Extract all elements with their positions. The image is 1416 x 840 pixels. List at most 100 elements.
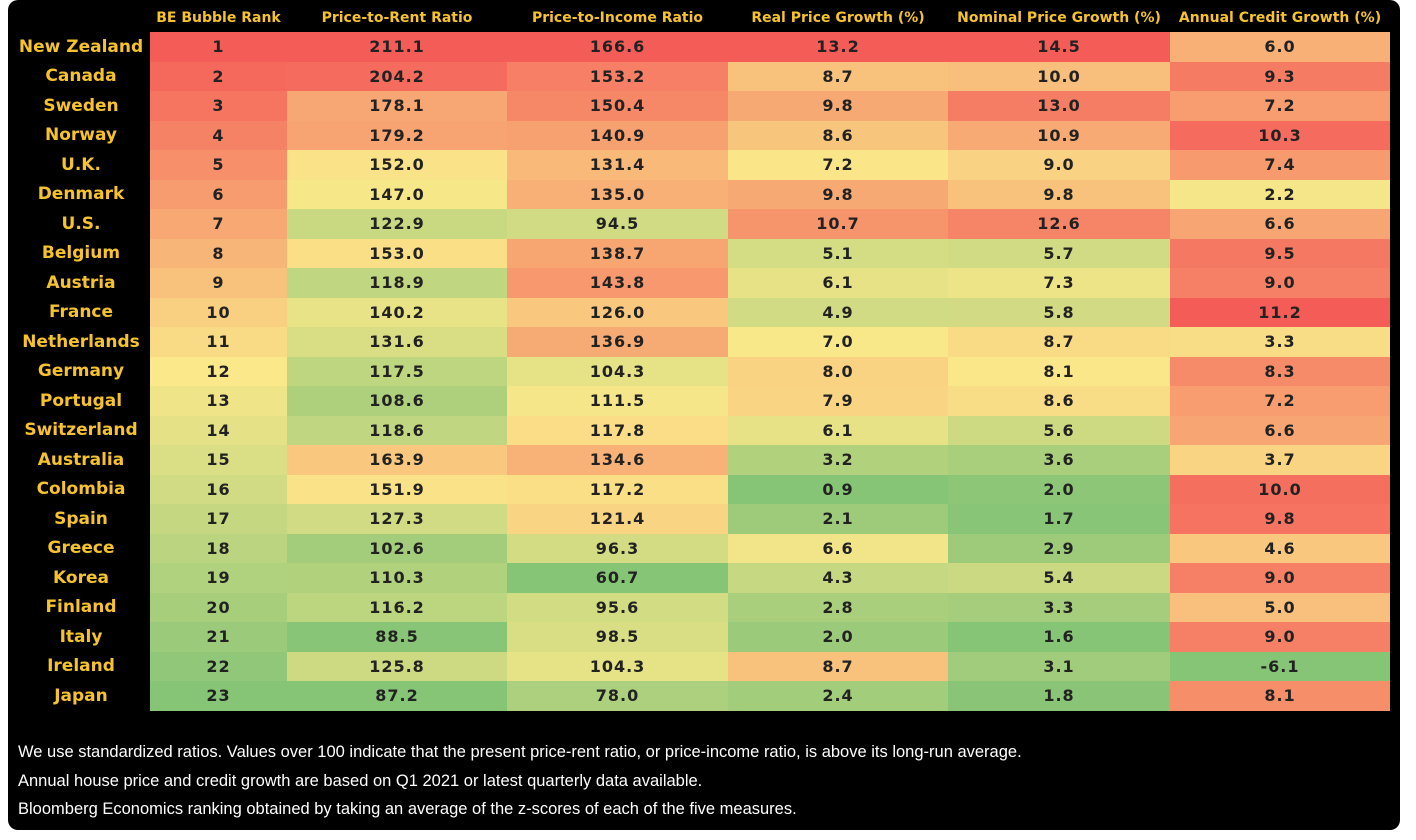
cell: 179.2 bbox=[287, 120, 507, 150]
cell: 98.5 bbox=[507, 622, 728, 652]
cell: 140.2 bbox=[287, 297, 507, 327]
cell: 5.8 bbox=[948, 297, 1170, 327]
cell: 95.6 bbox=[507, 592, 728, 622]
cell: 0.9 bbox=[728, 474, 948, 504]
cell: 7.0 bbox=[728, 327, 948, 357]
cell: 125.8 bbox=[287, 651, 507, 681]
cell: 10.7 bbox=[728, 209, 948, 239]
row: Colombia 16 151.9 117.2 0.9 2.0 10.0 bbox=[12, 474, 1390, 504]
country: Australia bbox=[12, 445, 150, 475]
row: U.K. 5 152.0 131.4 7.2 9.0 7.4 bbox=[12, 150, 1390, 180]
column-header: Nominal Price Growth (%) bbox=[957, 10, 1161, 26]
cell: 3.7 bbox=[1170, 445, 1390, 475]
country: Switzerland bbox=[12, 415, 150, 445]
column-header: Price-to-Income Ratio bbox=[531, 10, 704, 26]
cell: 19 bbox=[150, 563, 287, 593]
column-header: Price-to-Rent Ratio bbox=[321, 10, 473, 26]
cell: 87.2 bbox=[287, 681, 507, 711]
cell: 6.6 bbox=[1170, 415, 1390, 445]
country: Belgium bbox=[12, 238, 150, 268]
notes: We use standardized ratios. Values over … bbox=[18, 738, 1022, 824]
cell: 8.3 bbox=[1170, 356, 1390, 386]
cell: 4.6 bbox=[1170, 533, 1390, 563]
row: Greece 18 102.6 96.3 6.6 2.9 4.6 bbox=[12, 533, 1390, 563]
cell: 122.9 bbox=[287, 209, 507, 239]
row: Austria 9 118.9 143.8 6.1 7.3 9.0 bbox=[12, 268, 1390, 298]
country: France bbox=[12, 297, 150, 327]
cell: 117.2 bbox=[507, 474, 728, 504]
cell: 3.2 bbox=[728, 445, 948, 475]
row: Spain 17 127.3 121.4 2.1 1.7 9.8 bbox=[12, 504, 1390, 534]
cell: 6.0 bbox=[1170, 32, 1390, 62]
country: Portugal bbox=[12, 386, 150, 416]
cell: 2.4 bbox=[728, 681, 948, 711]
cell: 10.0 bbox=[948, 61, 1170, 91]
cell: 7.2 bbox=[1170, 91, 1390, 121]
cell: 88.5 bbox=[287, 622, 507, 652]
cell: 2.9 bbox=[948, 533, 1170, 563]
country: Germany bbox=[12, 356, 150, 386]
cell: 4.3 bbox=[728, 563, 948, 593]
cell: 117.5 bbox=[287, 356, 507, 386]
cell: 3 bbox=[150, 91, 287, 121]
cell: 7.3 bbox=[948, 268, 1170, 298]
row: Italy 21 88.5 98.5 2.0 1.6 9.0 bbox=[12, 622, 1390, 652]
cell: 22 bbox=[150, 651, 287, 681]
cell: 9.5 bbox=[1170, 238, 1390, 268]
cell: 135.0 bbox=[507, 179, 728, 209]
cell: 110.3 bbox=[287, 563, 507, 593]
cell: 21 bbox=[150, 622, 287, 652]
cell: 143.8 bbox=[507, 268, 728, 298]
header-row: BE Bubble Rank Price-to-Rent Ratio Price-t… bbox=[12, 4, 1390, 32]
cell: 20 bbox=[150, 592, 287, 622]
note: Annual house price and credit growth are… bbox=[18, 771, 703, 790]
country: Korea bbox=[12, 563, 150, 593]
column-header: Real Price Growth (%) bbox=[751, 10, 925, 26]
cell: 23 bbox=[150, 681, 287, 711]
cell: 152.0 bbox=[287, 150, 507, 180]
cell: 2.8 bbox=[728, 592, 948, 622]
cell: 12 bbox=[150, 356, 287, 386]
cell: 127.3 bbox=[287, 504, 507, 534]
cell: 9 bbox=[150, 268, 287, 298]
country: Netherlands bbox=[12, 327, 150, 357]
cell: 131.4 bbox=[507, 150, 728, 180]
country: U.K. bbox=[12, 150, 150, 180]
row: Norway 4 179.2 140.9 8.6 10.9 10.3 bbox=[12, 120, 1390, 150]
cell: 60.7 bbox=[507, 563, 728, 593]
heatmap-table: BE Bubble Rank Price-to-Rent Ratio Price-t… bbox=[12, 4, 1390, 711]
cell: 16 bbox=[150, 474, 287, 504]
cell: 5.4 bbox=[948, 563, 1170, 593]
cell: 2.0 bbox=[948, 474, 1170, 504]
cell: 2 bbox=[150, 61, 287, 91]
cell: 108.6 bbox=[287, 386, 507, 416]
cell: 178.1 bbox=[287, 91, 507, 121]
cell: 8.1 bbox=[1170, 681, 1390, 711]
cell: 15 bbox=[150, 445, 287, 475]
country: Canada bbox=[12, 61, 150, 91]
cell: 13 bbox=[150, 386, 287, 416]
cell: 9.3 bbox=[1170, 61, 1390, 91]
cell: 9.0 bbox=[948, 150, 1170, 180]
cell: 153.0 bbox=[287, 238, 507, 268]
cell: 8.1 bbox=[948, 356, 1170, 386]
cell: 2.2 bbox=[1170, 179, 1390, 209]
cell: 3.6 bbox=[948, 445, 1170, 475]
cell: 1.7 bbox=[948, 504, 1170, 534]
cell: 5.6 bbox=[948, 415, 1170, 445]
row: Korea 19 110.3 60.7 4.3 5.4 9.0 bbox=[12, 563, 1390, 593]
cell: 9.8 bbox=[1170, 504, 1390, 534]
cell: 1 bbox=[150, 32, 287, 62]
cell: 166.6 bbox=[507, 32, 728, 62]
cell: 5 bbox=[150, 150, 287, 180]
cell: 7.2 bbox=[1170, 386, 1390, 416]
cell: 136.9 bbox=[507, 327, 728, 357]
cell: 14 bbox=[150, 415, 287, 445]
country: Denmark bbox=[12, 179, 150, 209]
country: Colombia bbox=[12, 474, 150, 504]
cell: 3.3 bbox=[1170, 327, 1390, 357]
country: Norway bbox=[12, 120, 150, 150]
cell: 8.0 bbox=[728, 356, 948, 386]
cell: 116.2 bbox=[287, 592, 507, 622]
